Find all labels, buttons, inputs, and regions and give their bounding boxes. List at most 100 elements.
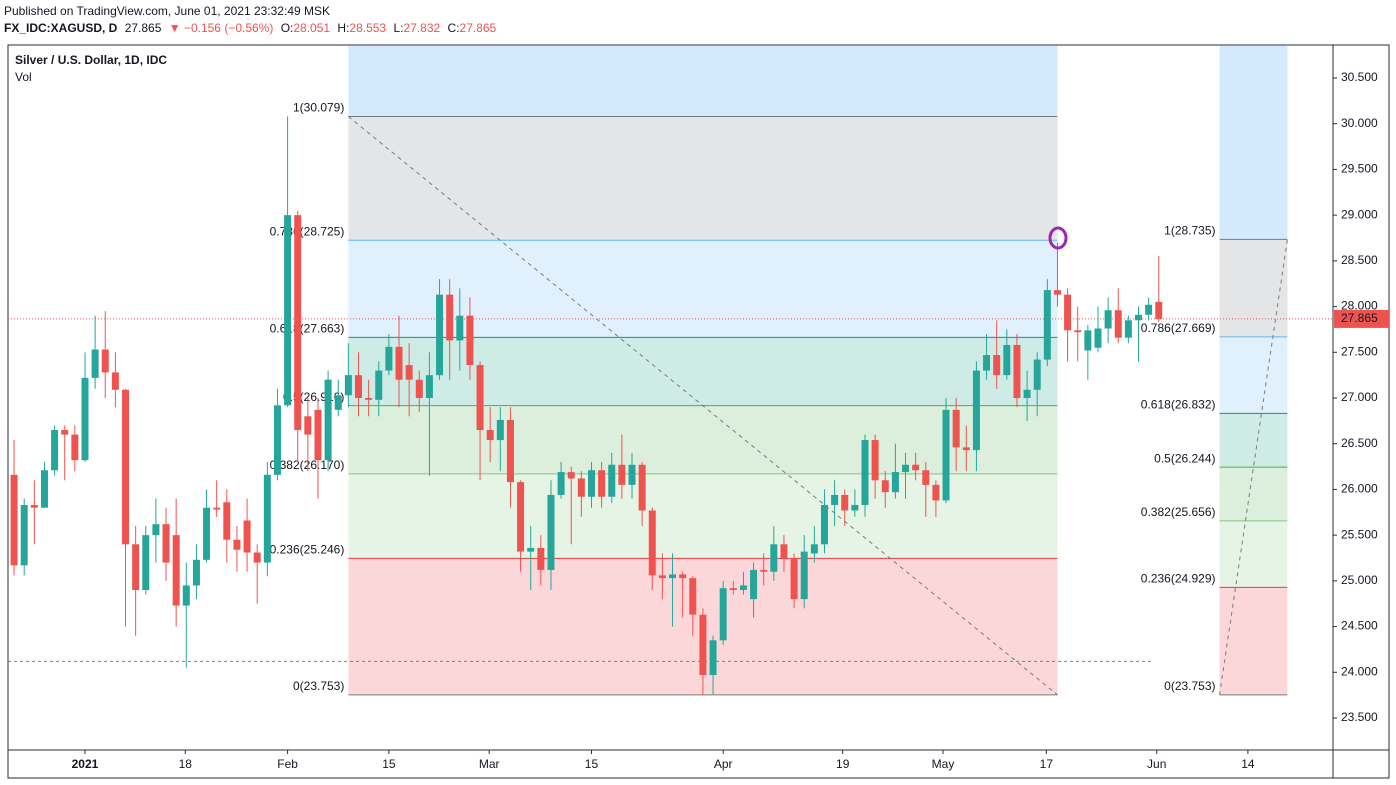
- fib-label: 0.618(26.832): [1141, 398, 1216, 412]
- volume-label: Vol: [15, 70, 32, 84]
- candle-body: [658, 575, 666, 579]
- candle-body: [111, 372, 119, 390]
- candle-body: [425, 375, 433, 399]
- candle-body: [294, 215, 302, 431]
- candle-body: [233, 539, 241, 550]
- candle-body: [344, 375, 352, 396]
- candle-body: [608, 464, 616, 497]
- candle-body: [304, 416, 312, 435]
- x-tick-label: 2021: [72, 757, 99, 771]
- y-tick-label: 28.500: [1341, 253, 1378, 267]
- candle-body: [1013, 344, 1021, 399]
- candle-body: [1043, 290, 1051, 360]
- candle-body: [1084, 330, 1092, 351]
- candle-body: [365, 398, 373, 400]
- candle-body: [547, 494, 555, 570]
- candle-body: [273, 405, 281, 475]
- candle-body: [628, 464, 636, 485]
- candle-body: [192, 559, 200, 586]
- candle-body: [506, 419, 514, 483]
- fib-band: [1219, 587, 1288, 695]
- fib-label: 1(28.735): [1164, 224, 1215, 238]
- candle-body: [679, 574, 687, 579]
- candle-body: [132, 544, 140, 591]
- candle-body: [790, 558, 798, 600]
- candle-body: [517, 482, 525, 552]
- fib-label: 0.618(27.663): [270, 322, 345, 336]
- x-tick-label: 18: [179, 757, 193, 771]
- candle-body: [71, 434, 79, 461]
- x-tick-label: 17: [1040, 757, 1054, 771]
- symbol: FX_IDC:XAGUSD, D: [4, 21, 118, 35]
- fib-label: 0.382(26.170): [270, 458, 345, 472]
- candle-body: [780, 544, 788, 559]
- ohlc-label: L:: [393, 21, 403, 35]
- candle-body: [1124, 320, 1132, 338]
- candle-body: [881, 480, 889, 493]
- last-price-label: 27.865: [1341, 311, 1378, 325]
- x-tick-label: Jun: [1147, 757, 1166, 771]
- candle-body: [334, 395, 342, 410]
- ohlc-value: 28.051: [293, 21, 330, 35]
- candle-body: [851, 504, 859, 511]
- symbol-line: FX_IDC:XAGUSD, D 27.865 ▼ −0.156 (−0.56%…: [4, 21, 497, 35]
- x-tick-label: 19: [836, 757, 850, 771]
- candle-body: [142, 535, 150, 591]
- y-tick-label: 25.500: [1341, 527, 1378, 541]
- candle-body: [61, 430, 69, 435]
- change: ▼ −0.156 (−0.56%): [169, 21, 274, 35]
- fib-band: [348, 473, 1058, 559]
- candle-body: [537, 547, 545, 570]
- candle-body: [729, 588, 737, 591]
- candle-body: [567, 472, 575, 479]
- candle-body: [577, 478, 585, 497]
- candle-body: [972, 370, 980, 451]
- candle-body: [324, 379, 332, 461]
- y-tick-label: 24.000: [1341, 664, 1378, 678]
- candle-body: [91, 349, 99, 378]
- ohlc-value: 27.832: [403, 21, 440, 35]
- candle-body: [912, 464, 920, 471]
- candle-body: [466, 315, 474, 366]
- candle-body: [993, 355, 1001, 376]
- candle-body: [891, 472, 899, 493]
- candle-body: [456, 315, 464, 341]
- candle-body: [1104, 310, 1112, 329]
- candle-body: [405, 365, 413, 380]
- y-tick-label: 29.000: [1341, 207, 1378, 221]
- candle-body: [415, 379, 423, 399]
- x-tick-label: Apr: [714, 757, 733, 771]
- candle-body: [81, 377, 89, 461]
- candle-body: [172, 535, 180, 606]
- candle-body: [831, 494, 839, 505]
- candle-body: [527, 547, 535, 552]
- candle-body: [243, 520, 251, 553]
- fib-label: 0.786(28.725): [270, 224, 345, 238]
- published: Published on TradingView.com, June 01, 2…: [4, 4, 330, 18]
- candle-body: [30, 504, 38, 508]
- candle-body: [223, 502, 231, 540]
- candle-body: [719, 588, 727, 641]
- candle-body: [1064, 294, 1072, 331]
- y-tick-label: 26.500: [1341, 436, 1378, 450]
- y-tick-label: 26.000: [1341, 482, 1378, 496]
- candle-body: [952, 409, 960, 448]
- candle-body: [436, 294, 444, 376]
- candle-body: [1003, 344, 1011, 376]
- candle-body: [932, 484, 940, 501]
- x-tick-label: May: [932, 757, 955, 771]
- x-tick-label: Feb: [277, 757, 298, 771]
- candle-body: [902, 464, 910, 473]
- candle-body: [861, 440, 869, 505]
- x-tick-label: 15: [585, 757, 599, 771]
- fib-band: [1219, 413, 1288, 468]
- candle-body: [182, 585, 190, 606]
- candle-body: [841, 494, 849, 511]
- fib-band: [1219, 467, 1288, 521]
- candle-body: [587, 470, 595, 497]
- candle-body: [203, 507, 211, 560]
- candle-body: [810, 544, 818, 554]
- y-tick-label: 23.500: [1341, 710, 1378, 724]
- ohlc-label: C:: [448, 21, 460, 35]
- candle-body: [739, 585, 747, 591]
